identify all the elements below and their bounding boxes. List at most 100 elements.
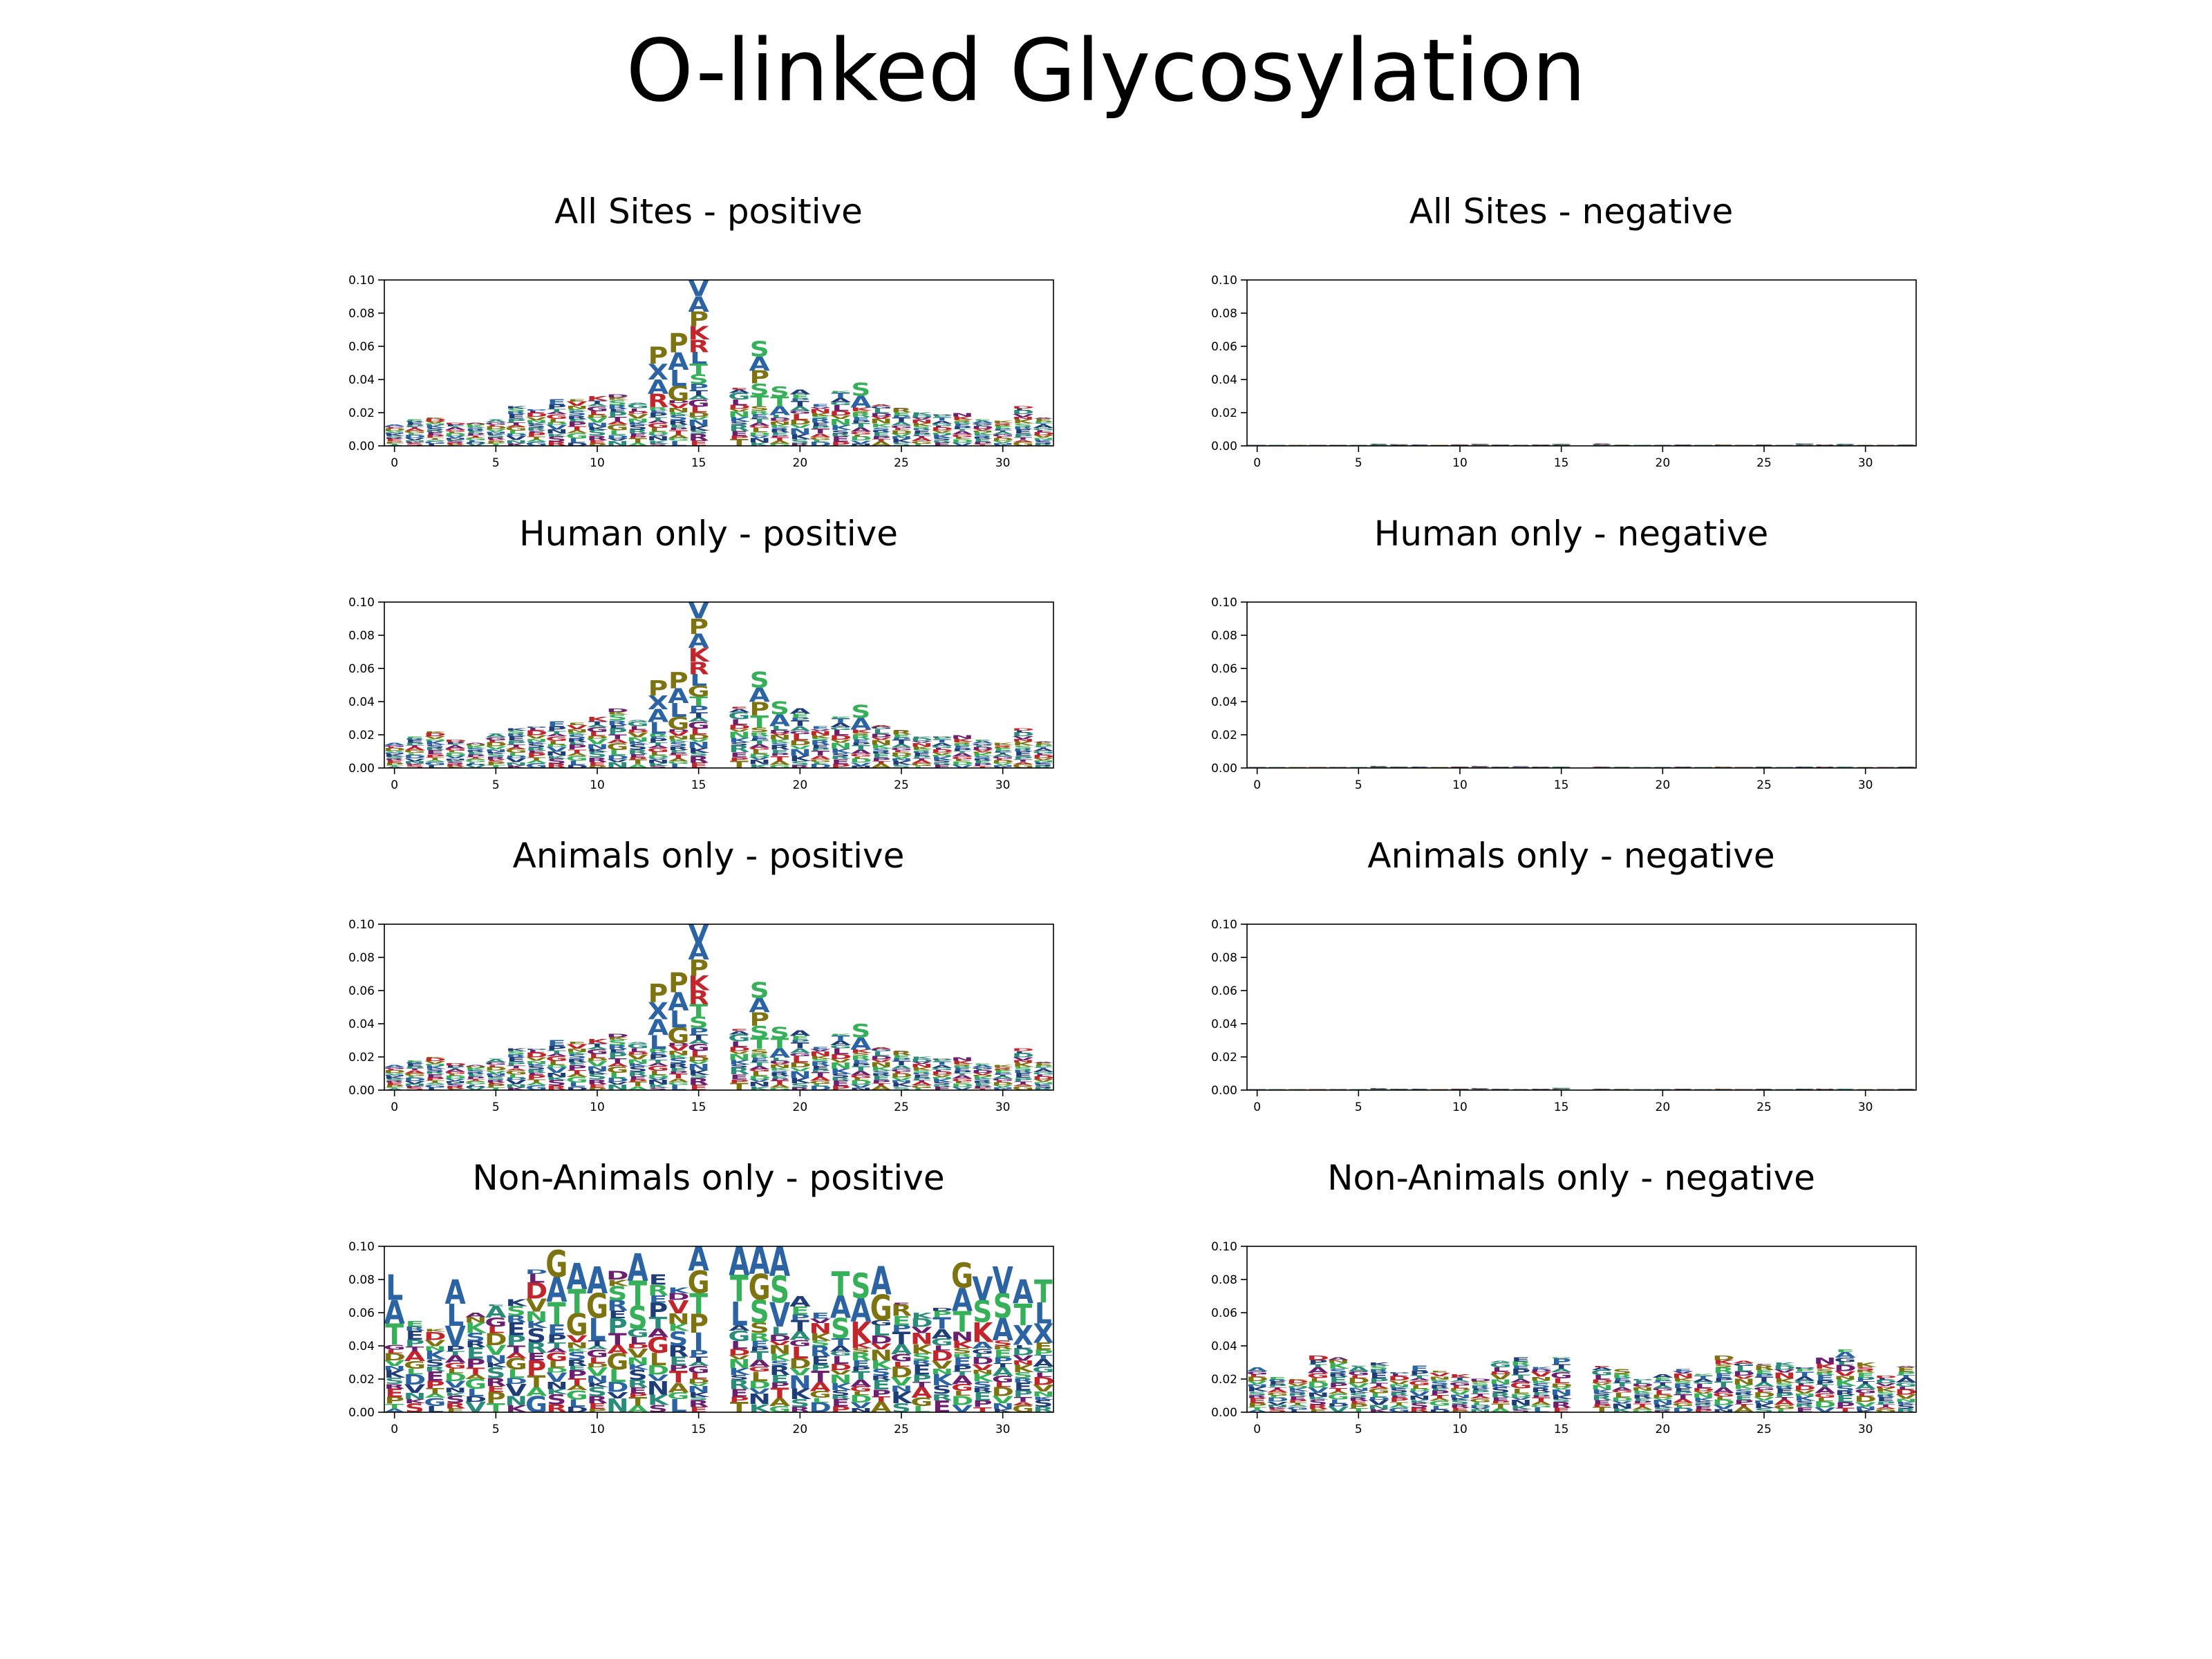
logo-letter: N [890, 1384, 913, 1394]
logo-letter: N [485, 1353, 507, 1365]
logo-letter: S [1013, 744, 1033, 750]
logo-letter: T [1755, 445, 1774, 446]
logo-letter: S [851, 732, 870, 735]
logo-letter: P [1876, 1400, 1896, 1406]
logo-letter: P [466, 1357, 486, 1371]
logo-letter: R [769, 428, 791, 433]
logo-letter: A [789, 1294, 811, 1311]
logo-letter: D [1773, 444, 1795, 445]
logo-letter: A [749, 422, 771, 427]
logo-letter: A [465, 1311, 486, 1318]
logo-letter: L [954, 436, 971, 440]
logo-letter: S [1369, 1365, 1389, 1371]
logo-letter: K [465, 1067, 487, 1071]
logo-letter: E [1349, 444, 1368, 445]
logo-letter: A [546, 733, 568, 737]
logo-stacks: ATPERSKNVDLGASKNVDLGATPERELGATPERSKNVDKE… [383, 276, 1055, 448]
logo-letter: T [385, 765, 404, 767]
logo-letter: E [1714, 1089, 1733, 1090]
logo-letter: R [587, 756, 608, 764]
logo-letter: R [628, 429, 649, 435]
x-tick-label: 30 [1858, 456, 1873, 470]
logo-letter: L [670, 1396, 687, 1417]
logo-letter: R [769, 1071, 791, 1077]
logo-letter: K [1328, 767, 1351, 768]
logo-letter: P [749, 1346, 769, 1353]
logo-letter: K [891, 1388, 913, 1407]
logo-letter: E [1451, 1407, 1470, 1412]
logo-letter: L [528, 1049, 545, 1053]
logo-letter: P [1013, 1389, 1033, 1399]
logo-letter: G [667, 1024, 689, 1049]
logo-letter: T [1248, 1406, 1266, 1411]
logo-letter: V [769, 1296, 790, 1335]
logo-letter: R [1530, 1387, 1551, 1394]
logo-letter: R [1774, 1385, 1794, 1389]
logo-letter: R [688, 432, 709, 442]
logo-letter: R [1875, 1394, 1896, 1398]
logo-letter: T [993, 1362, 1013, 1369]
logo-letter: V [1267, 1400, 1288, 1405]
logo-letter: V [1632, 1089, 1653, 1090]
y-tick-label: 0.02 [348, 729, 375, 742]
logo-letter: N [728, 1052, 751, 1062]
logo-letter: R [1591, 1394, 1612, 1402]
logo-letter: G [424, 760, 446, 766]
logo-letter: T [912, 435, 931, 438]
logo-letter: R [668, 745, 689, 751]
logo-letter: V [567, 400, 588, 407]
logo-letter: N [626, 736, 649, 742]
logo-letter: N [1469, 1408, 1492, 1414]
logo-letter: L [1330, 1398, 1347, 1405]
logo-letter: L [1553, 444, 1570, 445]
logo-letter: E [1613, 1377, 1631, 1382]
logo-letter: A [1287, 1405, 1309, 1407]
logo-letter: L [629, 1335, 646, 1346]
logo-letter: L [690, 1371, 707, 1380]
logo-letter: K [506, 727, 528, 731]
logo-letter: R [1470, 1385, 1490, 1389]
logo-letter: P [1013, 1076, 1033, 1082]
logo-letter: A [648, 1015, 669, 1040]
axes-frame [384, 1246, 1054, 1413]
x-tick-label: 30 [995, 1423, 1011, 1436]
logo-letter: A [668, 685, 688, 709]
logo-letter: E [588, 439, 607, 444]
y-tick-label: 0.06 [1211, 1306, 1237, 1320]
logo-letter: D [1591, 1378, 1613, 1383]
logo-letter: N [951, 734, 974, 740]
logo-letter: G [384, 745, 406, 748]
x-tick-label: 0 [1253, 778, 1261, 792]
logo-letter: D [1347, 767, 1369, 768]
logo-letter: S [405, 764, 424, 769]
logo-letter: V [1470, 1407, 1491, 1409]
logo-letter: N [789, 747, 812, 758]
logo-letter: P [1754, 444, 1774, 445]
logo-letter: D [606, 1380, 628, 1395]
logo-letter: S [1613, 444, 1632, 445]
logo-letter: D [890, 751, 912, 758]
logo-letter: R [749, 1053, 771, 1059]
logo-letter: L [791, 1343, 809, 1362]
logo-letter: G [444, 748, 467, 752]
logo-letter: N [1834, 444, 1857, 445]
logo-letter: D [647, 755, 669, 759]
logo-letter: V [1713, 1404, 1734, 1411]
logo-letter: R [1835, 445, 1855, 446]
logo-letter: K [1033, 439, 1055, 441]
logo-letter: N [465, 423, 487, 425]
logo-letter: A [404, 427, 426, 432]
logo-letter: A [1450, 444, 1471, 445]
logo-letter: P [1694, 1409, 1714, 1414]
logo-letter: G [728, 1033, 750, 1044]
logo-letter: R [445, 764, 466, 767]
logo-letter: G [1012, 763, 1034, 769]
logo-letter: G [566, 1308, 588, 1342]
logo-letter: D [870, 1055, 892, 1060]
logo-letter: R [668, 1062, 688, 1069]
logo-stacks: ATPERSKNVDLGTALSKNVDLGATPERELGATPERSKNVD… [383, 1238, 1055, 1418]
logo-letter: T [1633, 1402, 1653, 1408]
logo-letter: A [1328, 1391, 1349, 1395]
logo-letter: V [830, 1058, 852, 1064]
logo-letter: G [809, 436, 832, 441]
